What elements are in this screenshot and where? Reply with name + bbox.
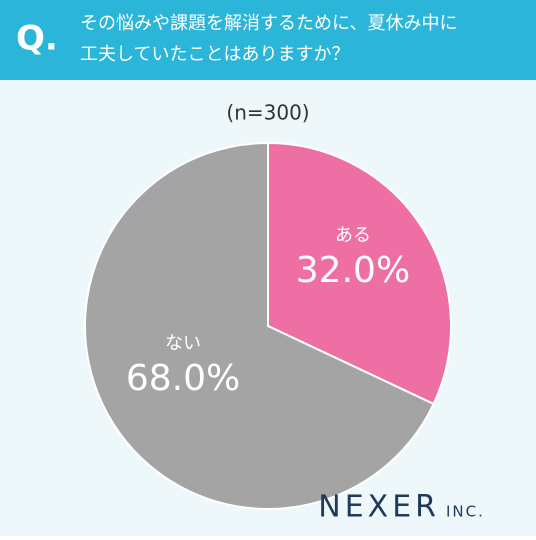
title-line: その悩みや課題を解消するために、夏休み中に	[80, 13, 457, 34]
pie: ある 32.0% ない 68.0%	[84, 141, 452, 510]
logo-suffix: INC.	[446, 503, 485, 521]
slice-value-label: 68.0%	[126, 358, 240, 399]
title-line: 工夫していたことはありますか？	[80, 44, 349, 65]
slice-name: ない	[165, 333, 201, 354]
logo: NEXER	[318, 490, 440, 525]
slice-value-label: 32.0%	[296, 250, 410, 291]
question-mark: Q.	[16, 19, 58, 59]
header-band	[0, 0, 536, 80]
pie-slice	[267, 141, 452, 406]
pie-slice	[84, 141, 435, 510]
subtitle: (n=300)	[226, 101, 309, 125]
slice-name: ある	[335, 225, 371, 246]
